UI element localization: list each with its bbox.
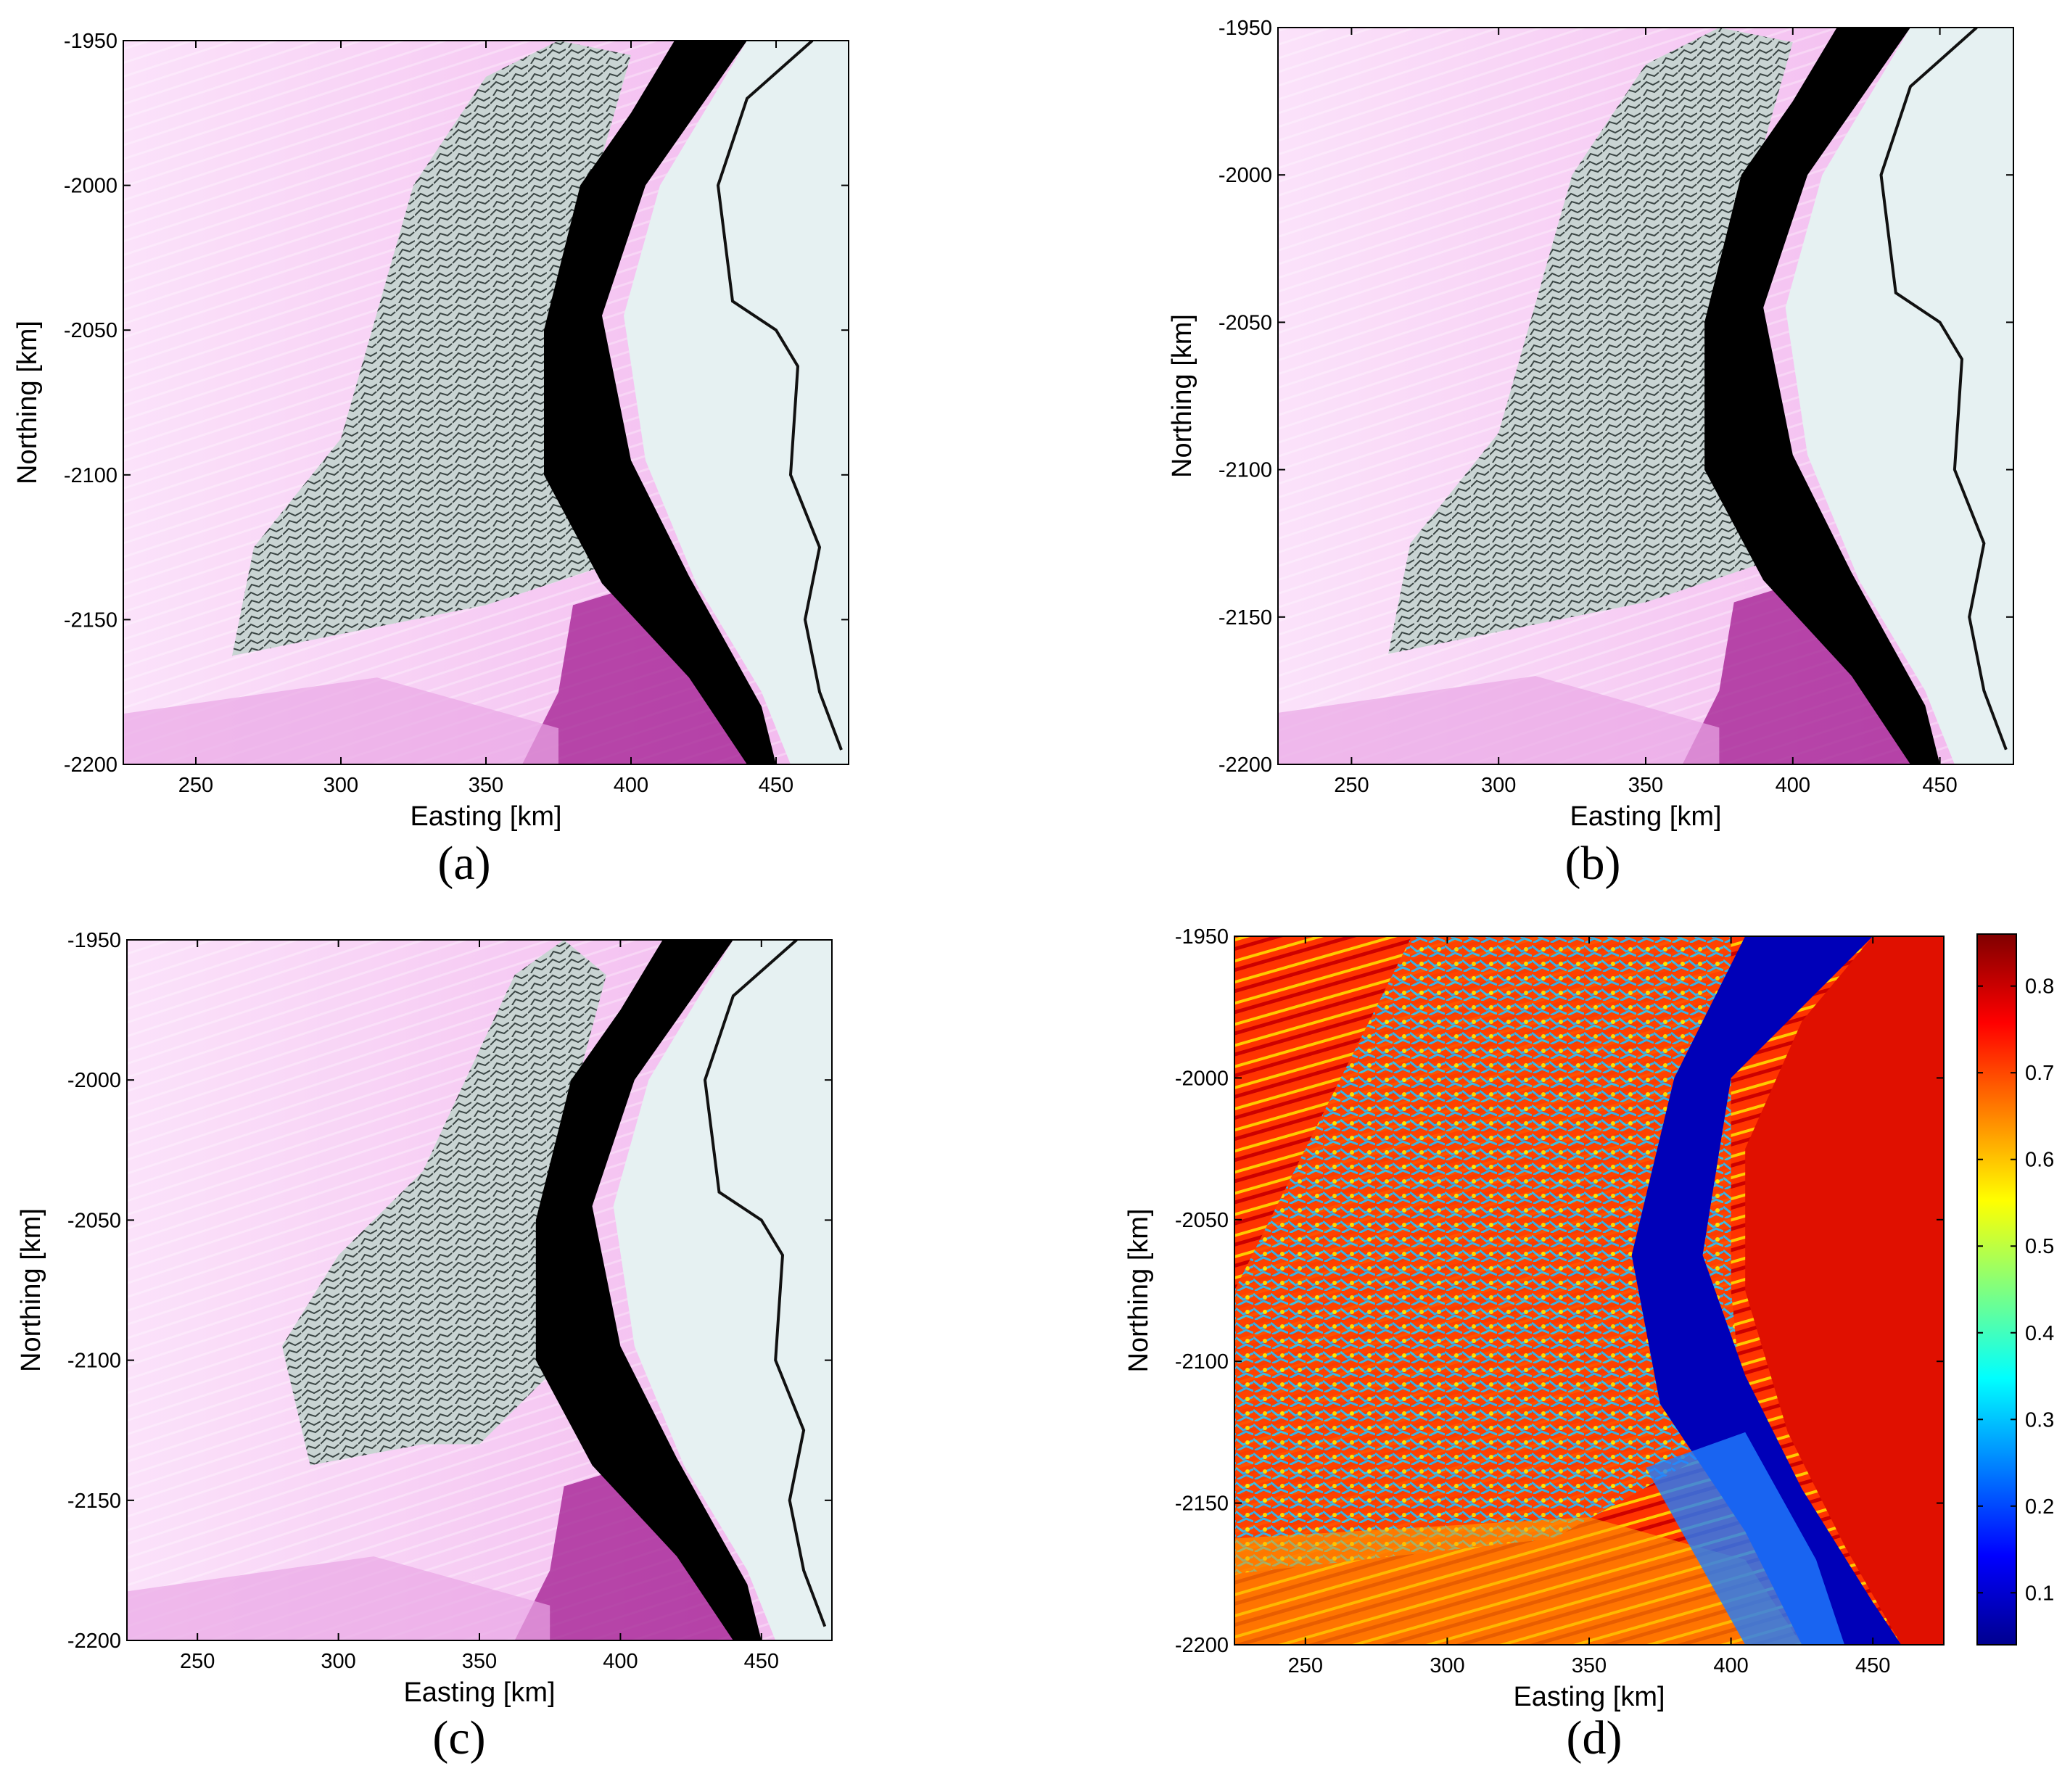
y-tick-label: -2000	[64, 175, 117, 198]
colorbar-tick-label: 0.1	[2025, 1582, 2054, 1605]
panel-caption: (c)	[432, 1712, 485, 1764]
thin-ice-band	[1646, 1432, 1845, 1645]
y-tick-label: -2050	[1219, 311, 1272, 334]
panel-b: 250 300 350 400 450 -1950 -2000 -2050 -2100 -2150…	[1167, 17, 2014, 890]
y-tick-label: -2150	[64, 608, 117, 632]
coastline	[1879, 28, 2008, 751]
y-tick-label: -2200	[1175, 1634, 1229, 1657]
y-axis-label: Northing [km]	[16, 1208, 46, 1372]
x-tick-label: 350	[462, 1650, 497, 1673]
x-tick-label: 400	[1776, 774, 1810, 797]
panel-image	[123, 41, 849, 764]
dense-cloud	[1682, 572, 1940, 764]
x-axis-label: Easting [km]	[1570, 801, 1721, 832]
panel-image	[1234, 936, 1944, 1645]
coastline	[716, 41, 843, 751]
low-cloud-band	[127, 1556, 551, 1640]
open-water	[535, 940, 762, 1640]
x-tick-label: 400	[603, 1650, 638, 1673]
y-tick-label: -2000	[67, 1069, 121, 1092]
y-tick-label: -2150	[1219, 606, 1272, 629]
x-tick-label: 300	[1481, 774, 1516, 797]
pack-ice	[232, 41, 631, 656]
colorbar-tick-label: 0.8	[2025, 975, 2054, 999]
y-tick-label: -2050	[1175, 1209, 1229, 1232]
colorbar-gradient	[1976, 933, 2017, 1646]
y-axis-label: Northing [km]	[1123, 1209, 1154, 1373]
open-water	[1704, 28, 1940, 764]
x-tick-label: 450	[1922, 774, 1957, 797]
colorbar-tick-label: 0.4	[2025, 1322, 2054, 1345]
mixed-pack-ice	[1234, 936, 1746, 1574]
y-tick-label: -2050	[64, 319, 117, 342]
marginal-zone	[1234, 1517, 1802, 1645]
fast-ice-high-concentration	[1745, 936, 1944, 1645]
pack-ice	[1388, 28, 1793, 654]
y-tick-label: -2100	[1175, 1350, 1229, 1374]
fast-ice	[1785, 28, 2013, 764]
open-water	[544, 41, 776, 764]
y-tick-label: -2200	[64, 753, 117, 777]
panel-caption: (a)	[437, 837, 490, 890]
x-tick-label: 450	[744, 1650, 779, 1673]
dense-cloud	[514, 1458, 762, 1640]
low-cloud-band	[1278, 676, 1720, 764]
colorbar-tick-label: 0.2	[2025, 1495, 2054, 1519]
coastline	[703, 940, 827, 1627]
panel-caption: (b)	[1565, 837, 1621, 890]
y-tick-label: -1950	[67, 929, 121, 952]
y-tick-label: -2000	[1219, 164, 1272, 187]
colorbar-tick-label: 0.3	[2025, 1408, 2054, 1432]
x-axis-label: Easting [km]	[410, 801, 561, 832]
x-tick-label: 300	[321, 1650, 355, 1673]
x-axis-label: Easting [km]	[403, 1677, 555, 1708]
x-tick-label: 350	[469, 774, 503, 797]
x-tick-label: 350	[1572, 1654, 1607, 1677]
pack-ice	[281, 940, 606, 1466]
y-tick-label: -1950	[1219, 17, 1272, 40]
y-tick-label: -1950	[1175, 925, 1229, 949]
x-tick-label: 250	[1288, 1654, 1323, 1677]
y-tick-label: -2150	[67, 1490, 121, 1513]
y-tick-label: -2150	[1175, 1492, 1229, 1516]
panel-caption: (d)	[1567, 1712, 1622, 1764]
y-axis-label: Northing [km]	[1167, 314, 1197, 478]
x-tick-label: 450	[759, 774, 793, 797]
panel-d: 250 300 350 400 450 -1950 -2000 -2050 -2100 -2150…	[1123, 925, 2054, 1764]
x-tick-label: 400	[1713, 1654, 1748, 1677]
panel-image	[127, 940, 832, 1640]
x-tick-label: 450	[1855, 1654, 1890, 1677]
x-axis-label: Easting [km]	[1513, 1682, 1665, 1712]
fast-ice	[613, 940, 832, 1640]
dense-cloud	[522, 576, 776, 764]
panel-image	[1278, 28, 2013, 764]
panel-c: 250 300 350 400 450 -1950 -2000 -2050 -2100 -2150…	[16, 929, 833, 1764]
y-tick-label: -2050	[67, 1209, 121, 1232]
x-tick-label: 250	[180, 1650, 215, 1673]
y-tick-label: -2200	[1219, 753, 1272, 777]
y-tick-label: -2200	[67, 1630, 121, 1653]
y-tick-label: -2100	[64, 464, 117, 487]
low-cloud-band	[123, 677, 558, 764]
y-axis-label: Northing [km]	[12, 321, 43, 484]
y-tick-label: -2000	[1175, 1067, 1229, 1090]
colorbar-tick-label: 0.7	[2025, 1062, 2054, 1085]
y-tick-label: -2100	[1219, 459, 1272, 482]
colorbar-tick-label: 0.6	[2025, 1149, 2054, 1172]
x-tick-label: 250	[178, 774, 213, 797]
x-tick-label: 300	[1430, 1654, 1464, 1677]
low-concentration-water	[1631, 936, 1902, 1645]
y-tick-label: -1950	[64, 30, 117, 53]
y-tick-label: -2100	[67, 1350, 121, 1373]
x-tick-label: 250	[1334, 774, 1369, 797]
fast-ice	[624, 41, 849, 764]
colorbar: 0.1 0.2 0.3 0.4 0.5 0.6 0.7 0.8	[1976, 933, 2054, 1646]
x-tick-label: 300	[323, 774, 358, 797]
colorbar-tick-label: 0.5	[2025, 1235, 2054, 1258]
panel-a: 250 300 350 400 450 -1950 -2000 -2050 -2100 -2150…	[12, 30, 849, 890]
x-tick-label: 400	[614, 774, 648, 797]
x-tick-label: 350	[1628, 774, 1663, 797]
